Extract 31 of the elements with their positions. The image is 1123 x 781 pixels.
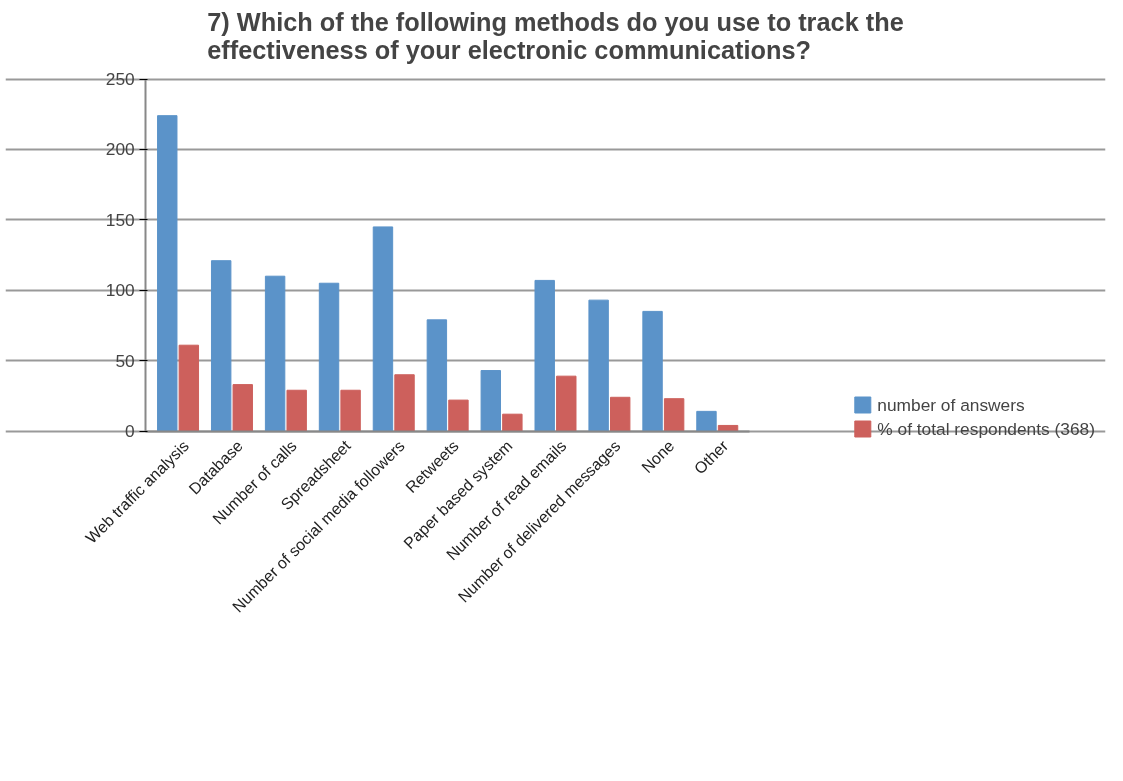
y-tick-label: 0 — [125, 421, 135, 442]
bar — [286, 389, 307, 432]
y-tick-label: 250 — [105, 69, 135, 90]
bar — [426, 319, 448, 432]
y-tick-label: 50 — [115, 350, 135, 371]
bar — [264, 275, 286, 432]
legend-label: % of total respondents (368) — [877, 418, 1095, 439]
legend-label: number of answers — [877, 394, 1025, 415]
chart-title: 7) Which of the following methods do you use to track the effectiveness of your electronic communications? — [207, 7, 904, 64]
bar — [502, 413, 523, 432]
y-tick-label: 200 — [105, 139, 135, 160]
bar — [232, 384, 253, 432]
bar — [556, 375, 577, 432]
bar — [588, 299, 609, 432]
bar — [480, 370, 501, 432]
bar — [696, 410, 717, 432]
bar — [610, 396, 631, 432]
bar — [372, 226, 394, 432]
bar — [210, 260, 232, 432]
bar — [642, 310, 663, 432]
bar — [394, 374, 415, 432]
y-tick-label: 100 — [105, 280, 135, 301]
bar — [534, 279, 555, 432]
bar — [448, 399, 469, 432]
bar — [157, 115, 178, 432]
y-tick-label: 150 — [105, 209, 135, 230]
bar — [663, 398, 685, 432]
bar — [178, 344, 200, 432]
bar — [717, 424, 739, 432]
bar — [340, 389, 361, 432]
bar — [318, 282, 340, 432]
